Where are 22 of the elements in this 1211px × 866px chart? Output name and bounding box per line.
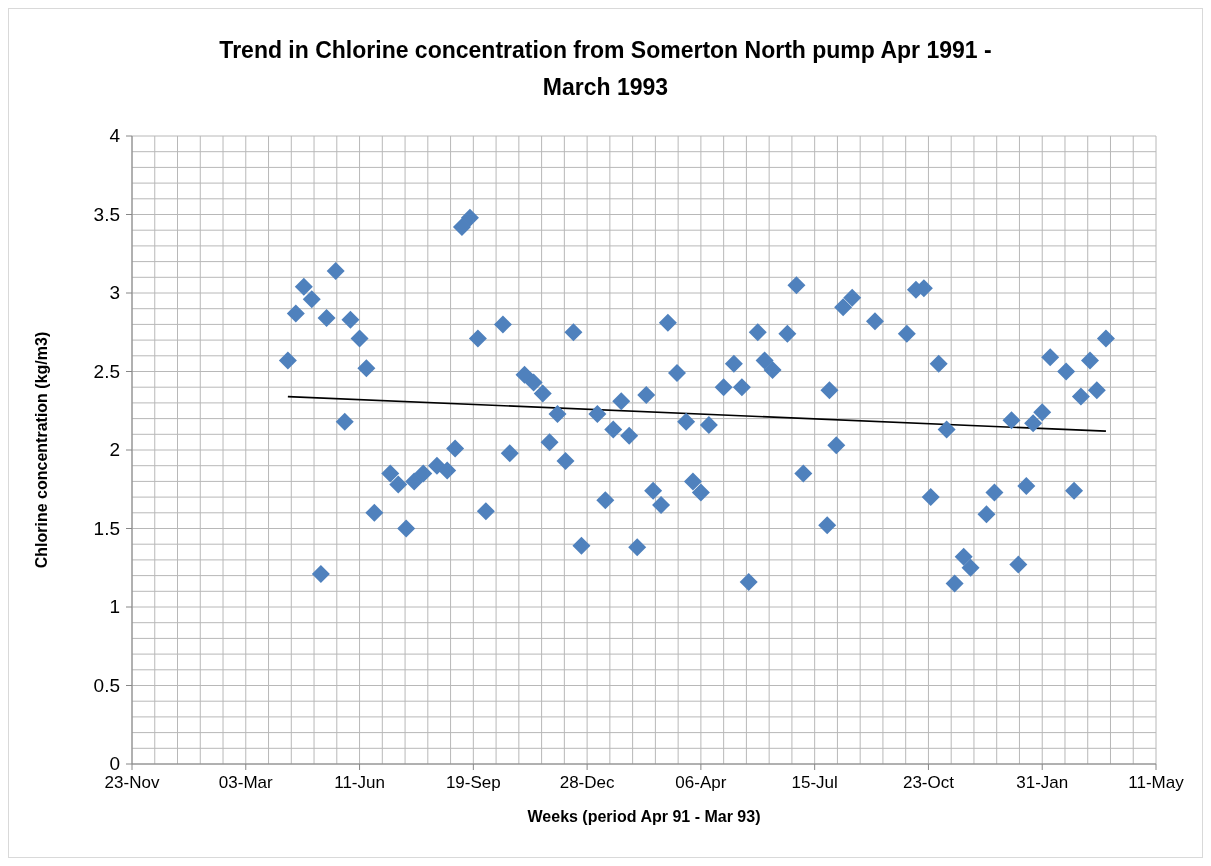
x-tick-label: 28-Dec	[559, 773, 616, 792]
x-tick-label: 23-Oct	[902, 773, 955, 792]
x-axis-title: Weeks (period Apr 91 - Mar 93)	[527, 808, 761, 825]
y-tick-label: 3.5	[93, 203, 120, 225]
x-tick-label: 23-Nov	[104, 773, 160, 792]
y-tick-label: 3	[109, 282, 120, 303]
y-tick-label: 0.5	[93, 674, 120, 696]
x-tick-label: 19-Sep	[445, 773, 501, 792]
x-tick-label: 03-Mar	[218, 773, 274, 792]
y-axis-title: Chlorine concentration (kg/m3)	[32, 331, 50, 569]
y-tick-label: 1.5	[93, 517, 120, 539]
chart-title: Trend in Chlorine concentration from Somerton North pump Apr 1991 - March 1993	[219, 36, 992, 100]
x-tick-label: 11-Jun	[334, 773, 385, 792]
x-tick-label: 11-May	[1128, 773, 1185, 792]
y-tick-label: 2	[109, 439, 120, 460]
x-tick-label: 06-Apr	[675, 773, 727, 792]
x-tick-label: 15-Jul	[791, 773, 838, 792]
y-tick-label: 4	[109, 125, 121, 146]
y-tick-label: 1	[109, 596, 120, 617]
x-tick-label: 31-Jan	[1016, 773, 1069, 792]
y-tick-label: 2.5	[93, 360, 120, 382]
y-tick-label: 0	[109, 753, 120, 774]
